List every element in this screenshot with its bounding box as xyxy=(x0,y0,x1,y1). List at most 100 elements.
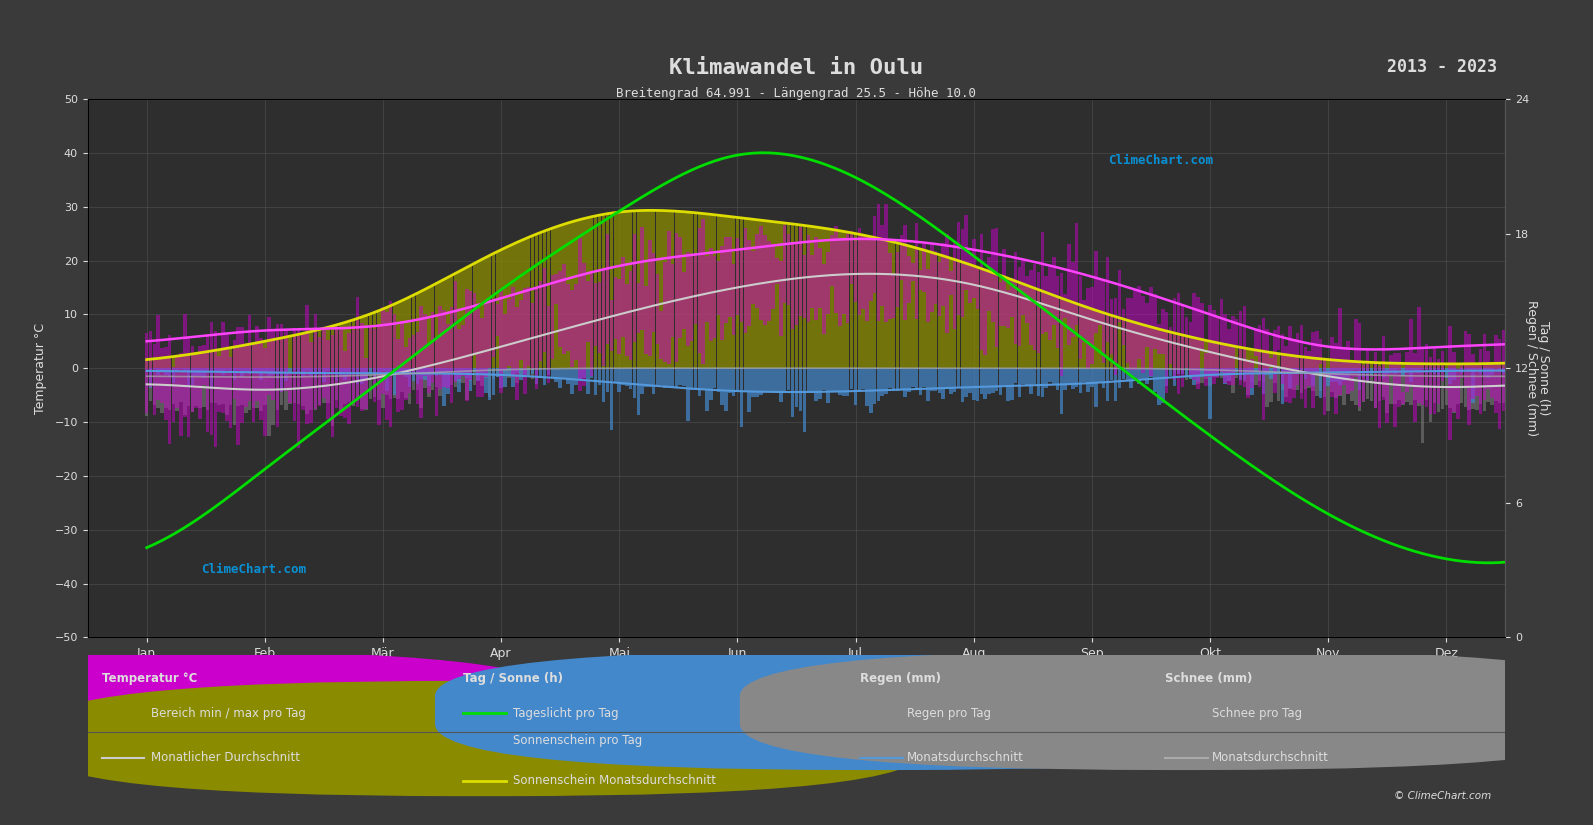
Bar xyxy=(1497,368,1502,371)
Bar xyxy=(386,368,389,391)
Bar xyxy=(164,368,167,408)
Bar xyxy=(862,235,865,309)
Bar xyxy=(327,368,330,371)
Bar xyxy=(465,267,468,368)
Bar xyxy=(1394,363,1397,368)
Bar xyxy=(523,239,527,368)
Bar xyxy=(1185,368,1188,377)
Bar xyxy=(610,300,613,351)
Bar xyxy=(249,344,252,368)
Bar xyxy=(1032,288,1037,368)
Bar xyxy=(1357,368,1362,412)
Bar xyxy=(687,212,690,368)
Bar xyxy=(961,262,964,368)
Bar xyxy=(632,368,636,398)
Bar xyxy=(1161,309,1164,354)
Bar xyxy=(1397,363,1400,368)
Bar xyxy=(535,234,538,368)
Bar xyxy=(1397,368,1400,399)
Bar xyxy=(546,306,550,383)
Bar xyxy=(416,368,419,384)
Bar xyxy=(365,315,368,368)
FancyBboxPatch shape xyxy=(739,650,1593,770)
Bar xyxy=(327,368,330,403)
Bar xyxy=(830,368,833,391)
Bar xyxy=(790,368,795,417)
Bar xyxy=(1472,364,1475,368)
Bar xyxy=(698,368,701,396)
Text: Bereich min / max pro Tag: Bereich min / max pro Tag xyxy=(151,707,306,719)
Bar xyxy=(972,266,975,368)
Y-axis label: Temperatur °C: Temperatur °C xyxy=(35,323,48,413)
Bar xyxy=(919,249,922,368)
Bar xyxy=(1437,359,1440,403)
Bar xyxy=(1467,368,1470,410)
Bar xyxy=(671,211,674,368)
Bar xyxy=(573,284,578,361)
Bar xyxy=(405,299,408,368)
Bar xyxy=(1540,349,1544,411)
Bar xyxy=(293,335,296,368)
Bar xyxy=(782,225,787,304)
Bar xyxy=(1491,368,1494,405)
Bar xyxy=(1424,364,1429,368)
Bar xyxy=(507,368,511,375)
Bar xyxy=(438,306,441,389)
Bar xyxy=(1212,342,1215,368)
Bar xyxy=(1437,368,1440,375)
Bar xyxy=(1083,306,1086,368)
Bar xyxy=(938,368,941,393)
Bar xyxy=(1456,364,1459,368)
Bar xyxy=(473,368,476,384)
Bar xyxy=(1300,368,1303,370)
Bar xyxy=(1204,368,1207,375)
Bar xyxy=(1037,290,1040,368)
Bar xyxy=(178,353,183,436)
Bar xyxy=(1381,368,1384,397)
Bar xyxy=(1064,294,1067,318)
Bar xyxy=(1278,354,1281,368)
Bar xyxy=(610,368,613,430)
Bar xyxy=(776,222,779,368)
Bar xyxy=(352,320,355,368)
Bar xyxy=(252,368,255,408)
Bar xyxy=(233,368,236,425)
Bar xyxy=(624,284,629,356)
Bar xyxy=(1349,368,1354,370)
Bar xyxy=(830,235,833,286)
Bar xyxy=(1525,340,1528,411)
Bar xyxy=(1552,368,1555,403)
Bar xyxy=(964,215,969,290)
Bar xyxy=(499,368,503,389)
Bar xyxy=(597,368,602,384)
Bar xyxy=(919,270,922,290)
Bar xyxy=(1102,368,1106,388)
Bar xyxy=(1278,368,1281,402)
Bar xyxy=(161,368,164,412)
Bar xyxy=(1381,336,1384,400)
Bar xyxy=(476,262,479,368)
Bar xyxy=(1188,368,1192,379)
Bar xyxy=(156,315,159,399)
Bar xyxy=(1319,339,1322,364)
Bar xyxy=(787,233,790,305)
Bar xyxy=(1215,315,1219,378)
Bar xyxy=(1212,309,1215,384)
Bar xyxy=(621,212,624,368)
Bar xyxy=(830,229,833,368)
Bar xyxy=(865,236,868,368)
Bar xyxy=(276,324,279,427)
Bar xyxy=(1311,368,1314,386)
Bar xyxy=(589,368,594,378)
Bar xyxy=(1231,368,1235,394)
Bar xyxy=(725,237,728,323)
Bar xyxy=(202,368,205,378)
Bar xyxy=(1177,368,1180,375)
Bar xyxy=(739,218,744,368)
Bar xyxy=(1265,352,1270,368)
Bar xyxy=(1540,368,1544,407)
Bar xyxy=(953,260,956,368)
Bar xyxy=(454,368,457,381)
Bar xyxy=(1478,368,1483,404)
Bar xyxy=(1002,368,1007,385)
